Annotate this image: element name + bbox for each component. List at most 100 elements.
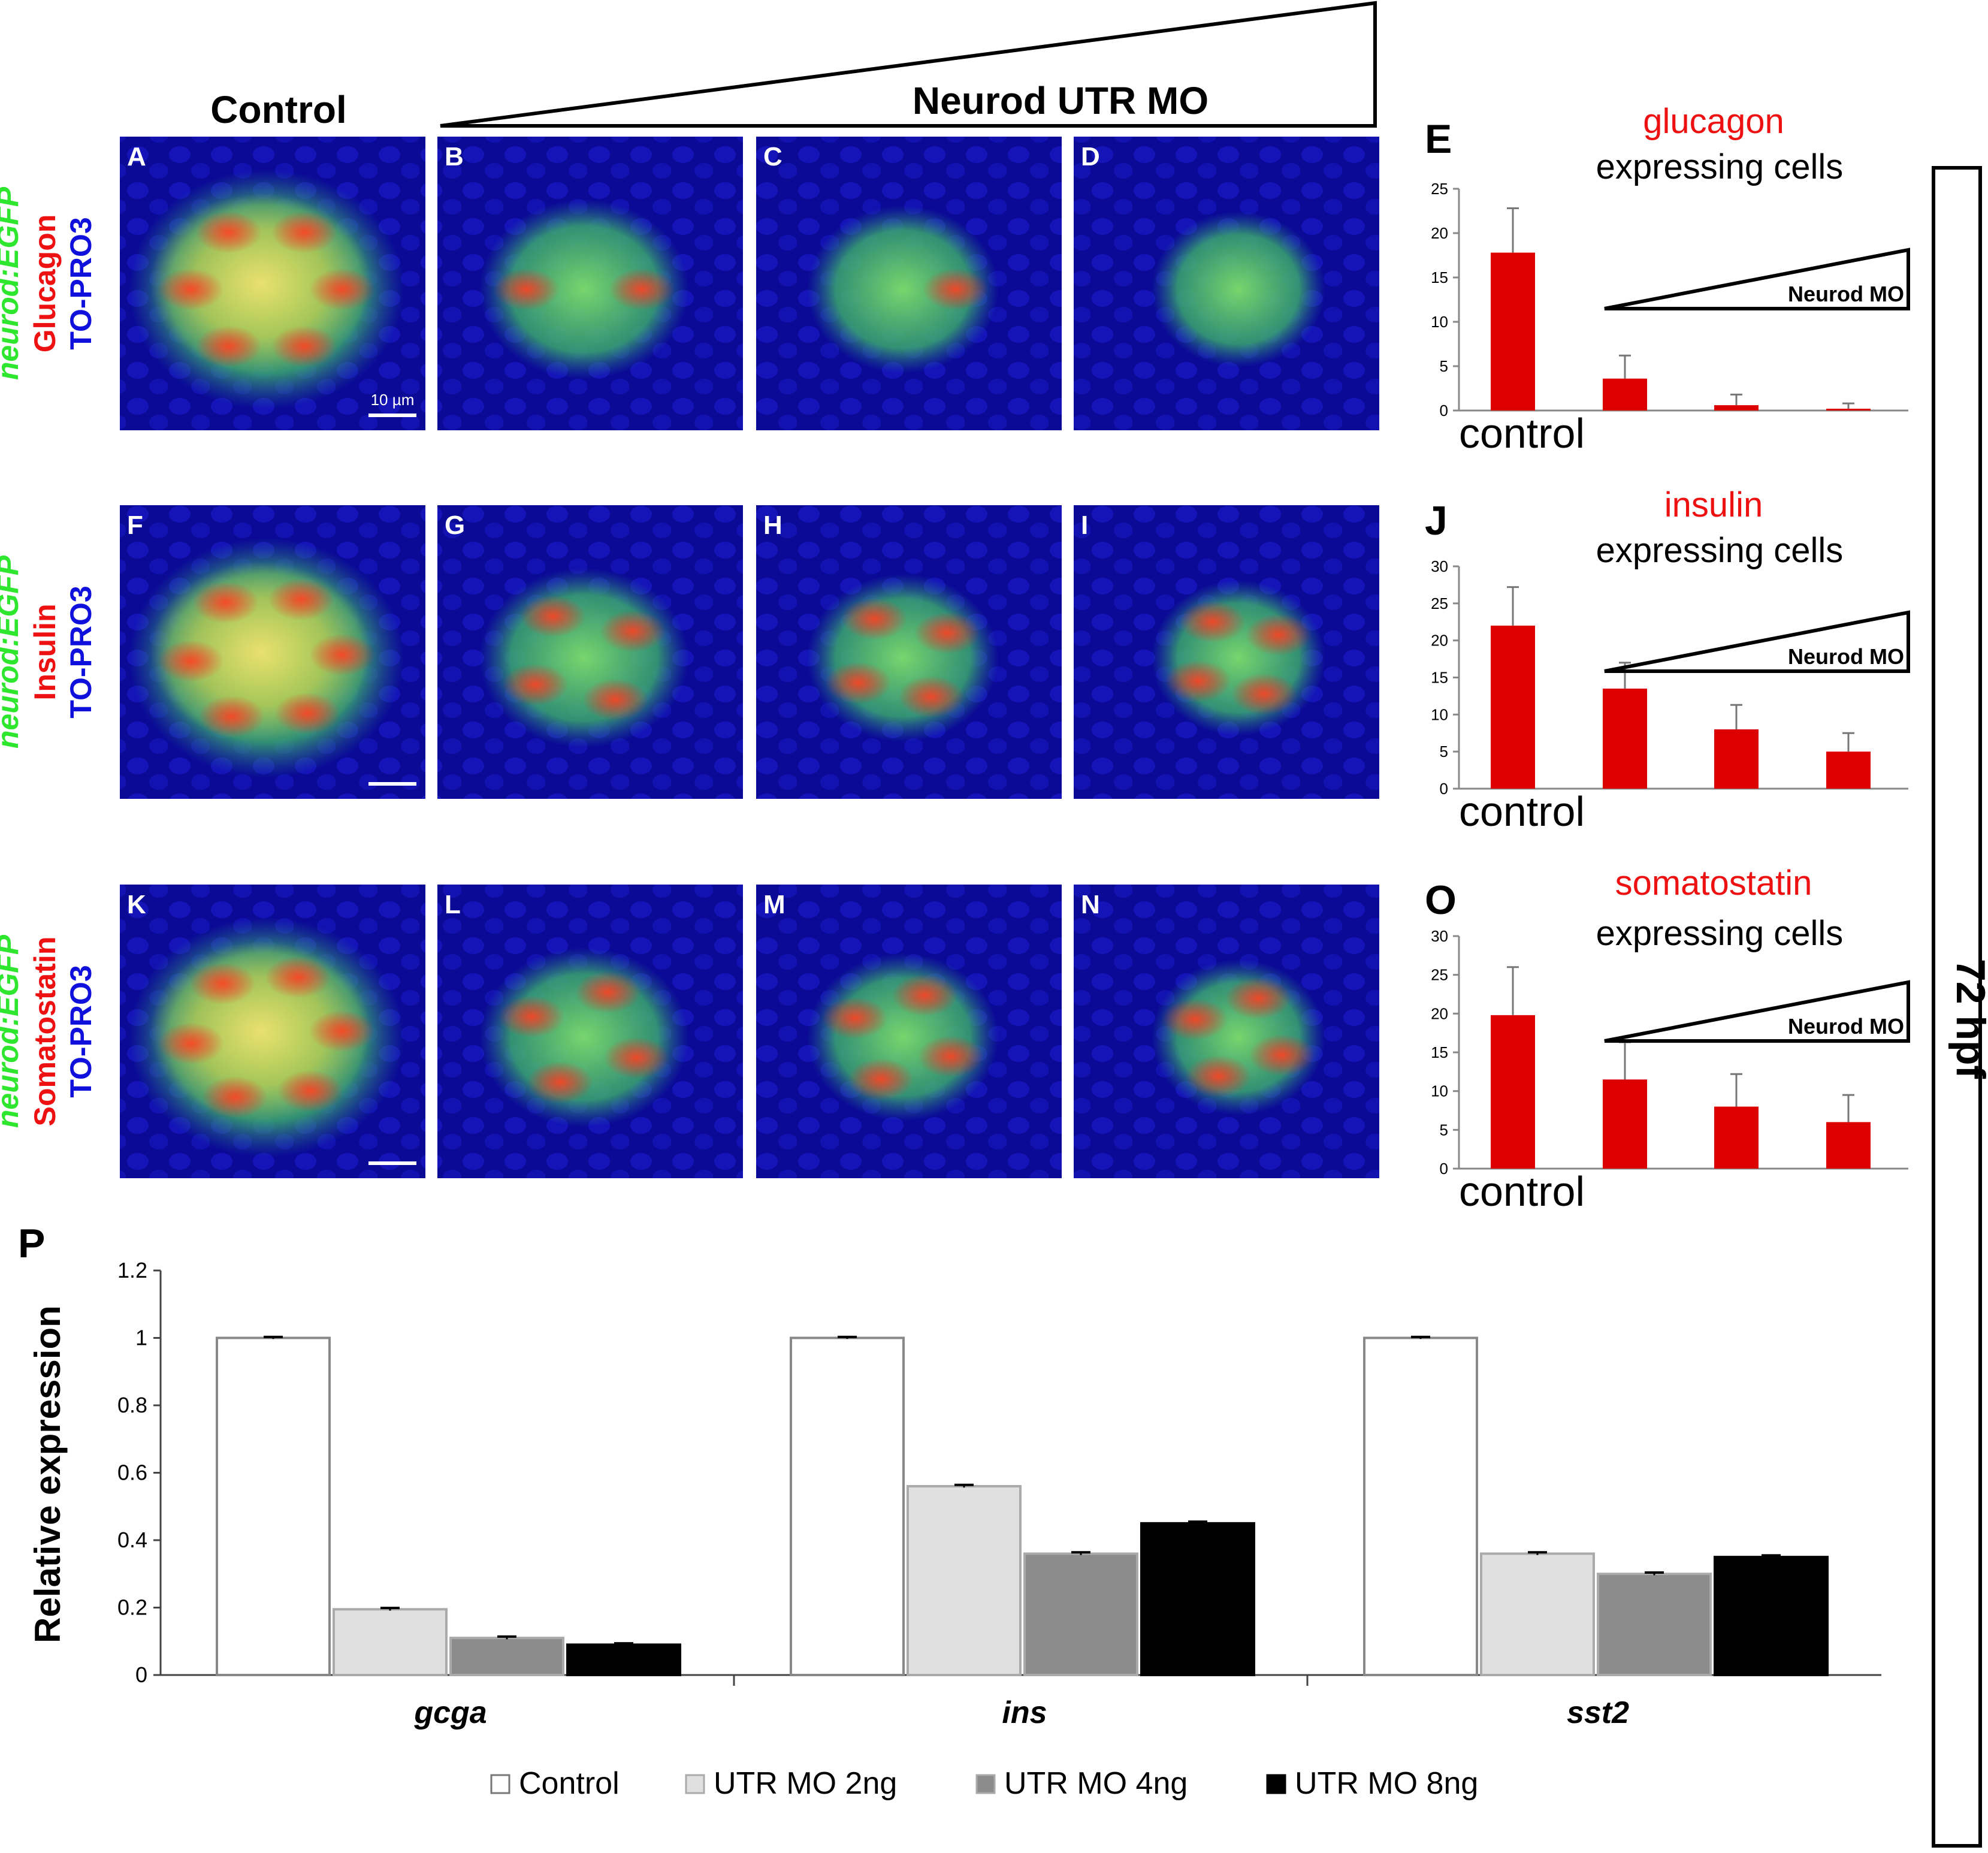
reporter-label: neurod:EGFP xyxy=(0,555,25,749)
y-tick-label: 0 xyxy=(1440,1160,1448,1178)
dose-wedge-icon xyxy=(1604,980,1910,1043)
bar xyxy=(1714,1556,1829,1676)
marker-label: Glucagon xyxy=(28,215,62,353)
hormone-signal xyxy=(498,995,565,1038)
y-tick-label: 20 xyxy=(1431,224,1448,242)
chart-title: somatostatin xyxy=(1615,864,1812,903)
bar xyxy=(216,1336,331,1676)
stain-label: TO-PRO3 xyxy=(64,965,98,1097)
hormone-signal xyxy=(268,578,334,621)
panel-letter: K xyxy=(127,890,146,919)
hormone-signal xyxy=(271,211,338,253)
y-tick-label: 30 xyxy=(1431,557,1448,575)
chart-subtitle: expressing cells xyxy=(1596,531,1844,570)
micrograph-panel: G xyxy=(437,505,743,799)
dose-wedge-icon xyxy=(1604,248,1910,310)
bar xyxy=(1826,752,1871,789)
bar xyxy=(1603,689,1647,789)
hormone-signal xyxy=(189,962,256,1005)
hormone-signal xyxy=(195,211,262,253)
bar xyxy=(790,1336,905,1676)
reporter-label: neurod:EGFP xyxy=(0,186,25,380)
micrograph-panel: H xyxy=(756,505,1062,799)
legend-label: Control xyxy=(519,1766,620,1801)
hormone-signal xyxy=(158,268,224,310)
bar xyxy=(449,1637,564,1676)
hormone-signal xyxy=(575,971,641,1013)
gfp-signal xyxy=(1151,211,1325,367)
bar xyxy=(1480,1552,1595,1676)
gfp-signal xyxy=(479,199,689,379)
dose-wedge-icon xyxy=(440,1,1377,128)
panel-letter: E xyxy=(1425,116,1452,162)
reporter-label: neurod:EGFP xyxy=(0,934,25,1128)
y-tick-label: 25 xyxy=(1431,966,1448,984)
category-label: gcga xyxy=(413,1695,487,1730)
chart-subtitle: expressing cells xyxy=(1596,914,1844,953)
hormone-signal xyxy=(821,997,888,1039)
bar xyxy=(1597,1573,1712,1676)
panel-letter: L xyxy=(445,890,461,919)
gfp-signal xyxy=(806,205,999,373)
y-tick-label: 10 xyxy=(1431,1082,1448,1100)
channel-labels: neurod:EGFP Glucagon TO-PRO3 xyxy=(0,186,98,380)
bar xyxy=(1714,729,1759,789)
hormone-signal xyxy=(158,639,224,682)
panel-letter: M xyxy=(763,890,785,919)
y-tick-label: 1.2 xyxy=(117,1258,147,1282)
panel-letter: C xyxy=(763,142,782,171)
panel-letter: P xyxy=(18,1221,45,1266)
stain-label: TO-PRO3 xyxy=(64,217,98,349)
marker-label: Insulin xyxy=(28,603,62,700)
hormone-signal xyxy=(898,675,965,718)
panel-letter: H xyxy=(763,511,782,540)
y-tick-label: 5 xyxy=(1440,357,1448,375)
micrograph-panel: B xyxy=(437,137,743,430)
legend-label: UTR MO 2ng xyxy=(714,1766,897,1801)
hormone-signal xyxy=(519,595,586,638)
gfp-signal xyxy=(479,947,689,1127)
bar xyxy=(907,1485,1022,1676)
hormone-signal xyxy=(1245,614,1312,656)
hormone-signal xyxy=(609,268,675,310)
category-label: control xyxy=(1459,1168,1585,1215)
micrograph-panel: F xyxy=(120,505,425,799)
hormone-signal xyxy=(195,325,262,368)
column-headers: Control Neurod UTR MO xyxy=(210,1,1377,131)
hormone-signal xyxy=(914,612,980,654)
micrograph-panel: K xyxy=(120,885,425,1178)
hormone-signal xyxy=(198,695,265,738)
panel-letter: N xyxy=(1081,890,1100,919)
y-tick-label: 25 xyxy=(1431,594,1448,612)
micrograph-panel: N xyxy=(1074,885,1379,1178)
bar xyxy=(1603,378,1647,411)
channel-labels: neurod:EGFP Somatostatin TO-PRO3 xyxy=(0,934,98,1128)
hormone-signal xyxy=(599,610,666,653)
y-tick-label: 10 xyxy=(1431,705,1448,723)
y-axis-label: Relative expression xyxy=(28,1305,68,1643)
hormone-signal xyxy=(1179,600,1246,643)
y-tick-label: 0 xyxy=(1440,780,1448,798)
channel-labels: neurod:EGFP Insulin TO-PRO3 xyxy=(0,555,98,749)
hormone-signal xyxy=(158,1022,224,1065)
panel-letter: J xyxy=(1425,498,1448,544)
chart-title: glucagon xyxy=(1643,102,1784,141)
hormone-signal xyxy=(603,1037,670,1079)
legend-item: UTR MO 4ng xyxy=(975,1766,1188,1801)
y-tick-label: 0 xyxy=(135,1662,147,1687)
bar xyxy=(1140,1522,1255,1676)
category-label: sst2 xyxy=(1567,1695,1629,1730)
hormone-signal xyxy=(202,1076,268,1118)
legend-item: Control xyxy=(490,1766,620,1801)
legend-item: UTR MO 8ng xyxy=(1266,1766,1478,1801)
treatment-header: Neurod UTR MO xyxy=(913,79,1208,122)
legend-swatch xyxy=(975,1774,996,1794)
hormone-signal xyxy=(1225,977,1291,1019)
hormone-signal xyxy=(1162,998,1228,1041)
bar xyxy=(1363,1336,1478,1676)
